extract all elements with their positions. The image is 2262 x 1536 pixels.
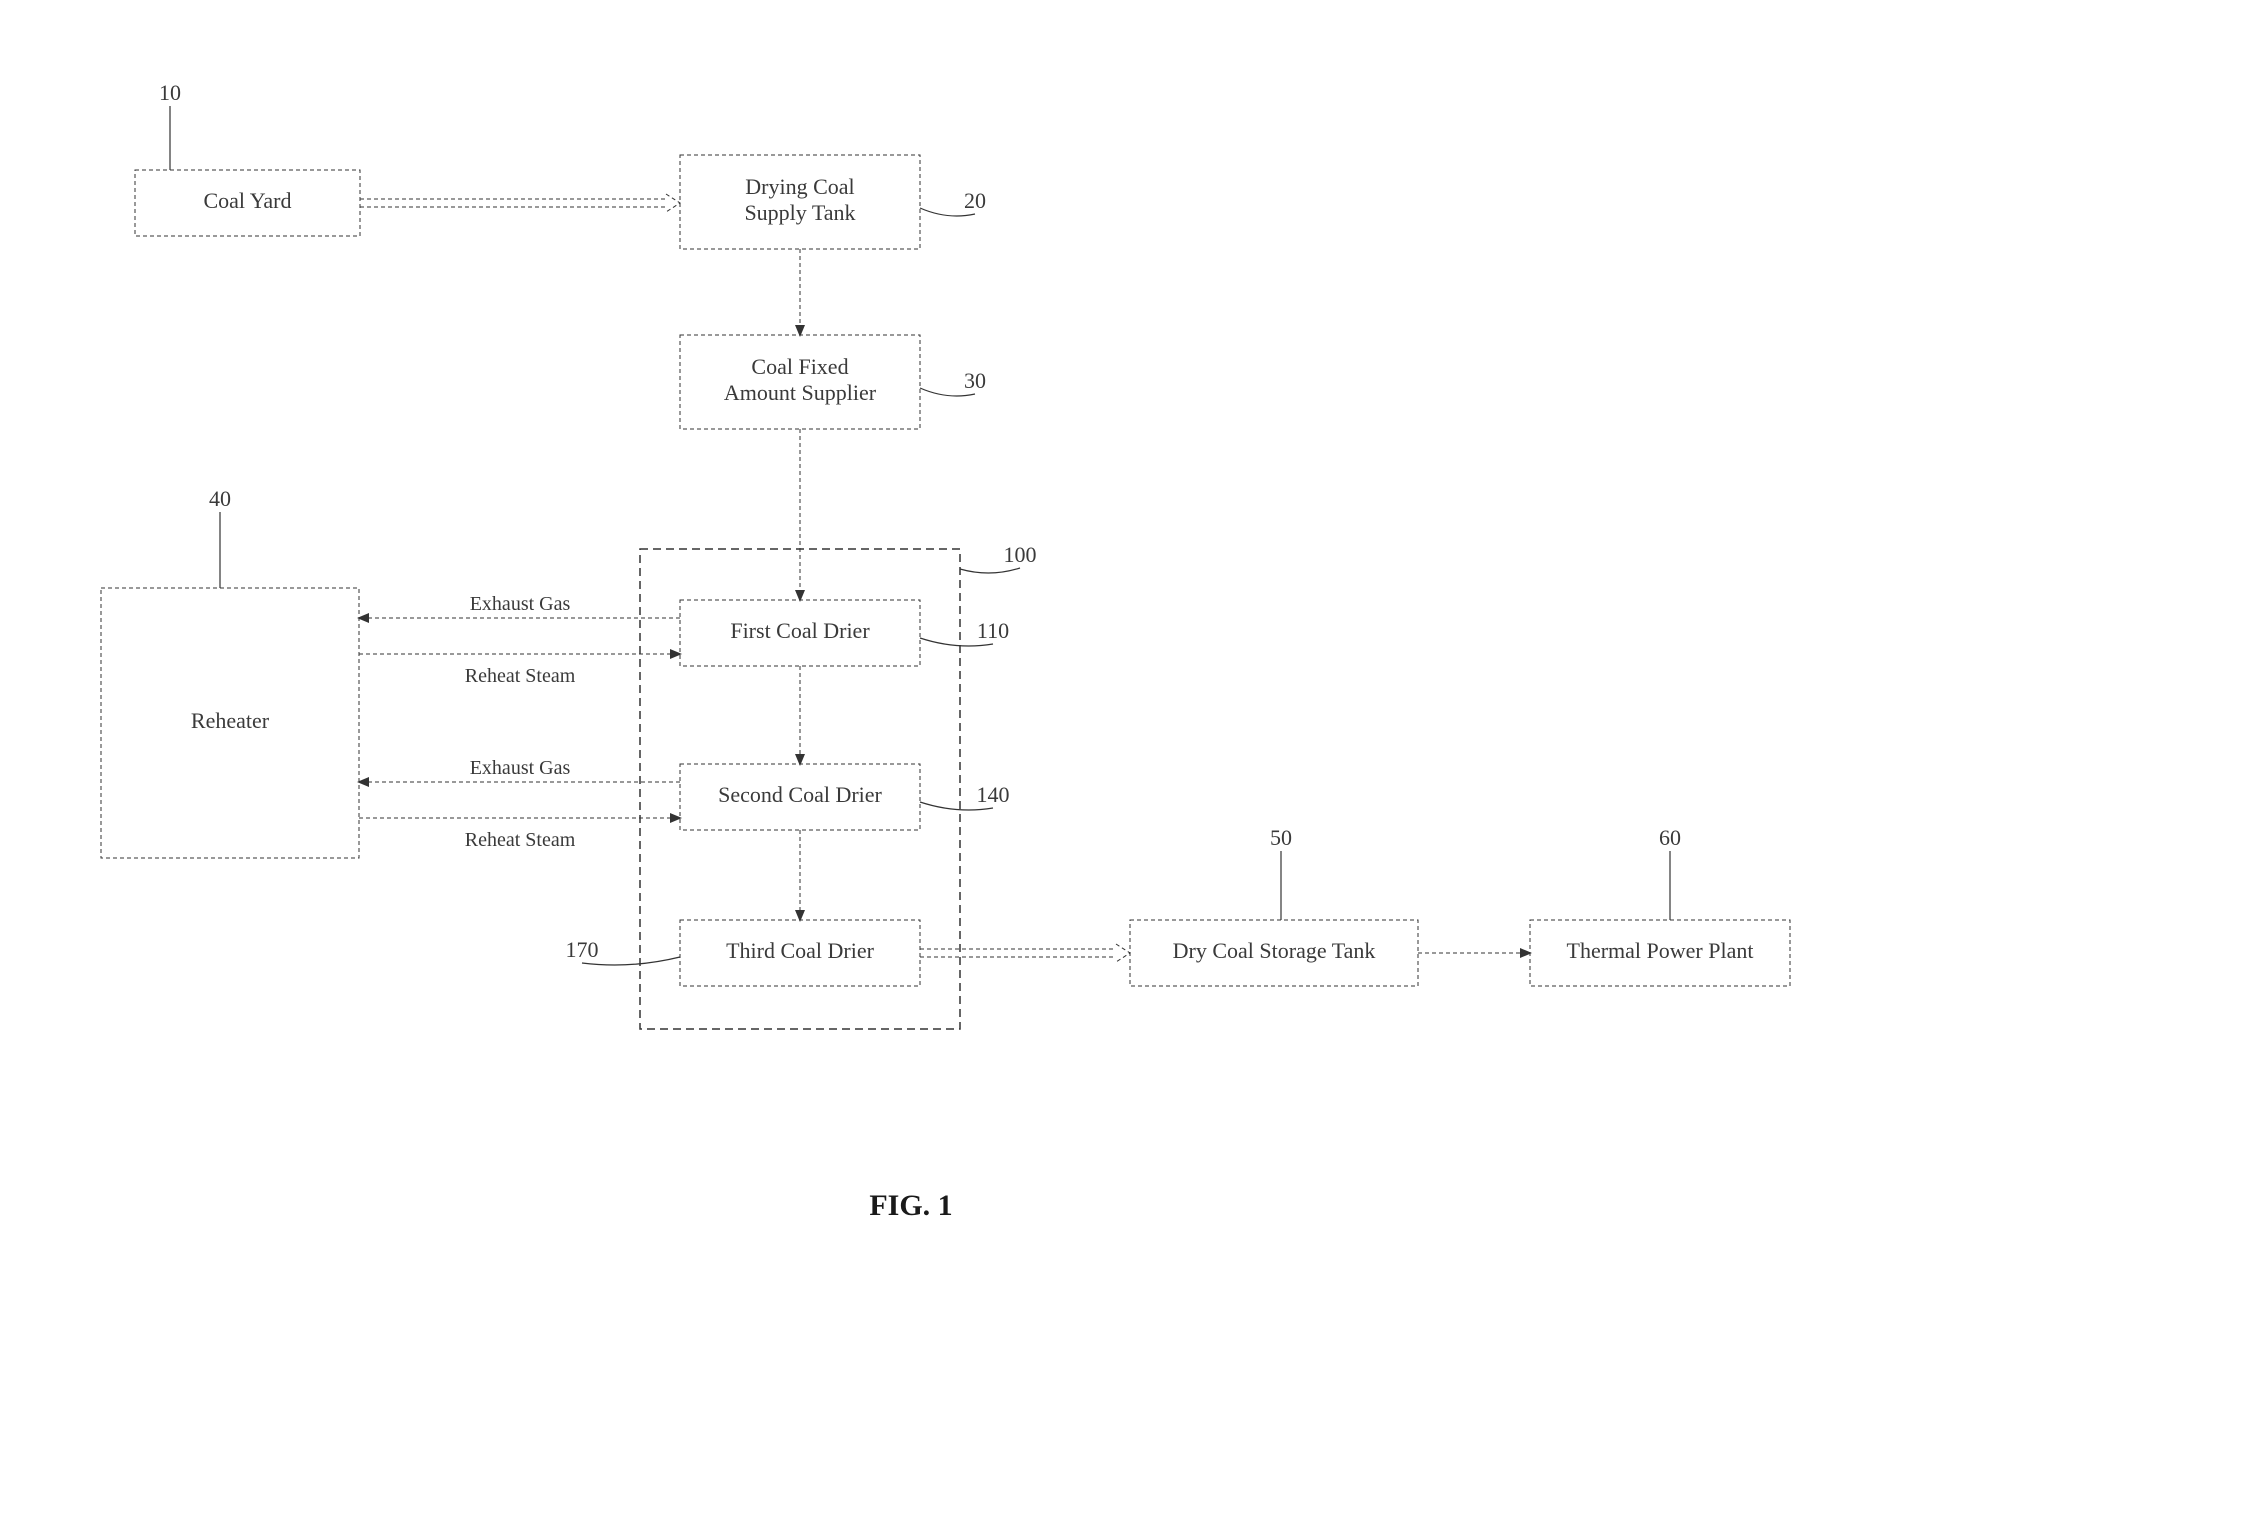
node-label-reheater: Reheater [191,708,270,733]
edge-label-second_exhaust: Exhaust Gas [470,757,571,779]
ref-label: 30 [964,368,986,393]
ref-label: 40 [209,486,231,511]
edge-label-second_reheat: Reheat Steam [465,829,576,851]
ref-label: 10 [159,80,181,105]
node-label-power_plant: Thermal Power Plant [1567,938,1754,963]
node-label-storage_tank: Dry Coal Storage Tank [1173,938,1376,963]
edge-double-head [1116,944,1130,962]
ref-label: 110 [977,618,1009,643]
flowchart-diagram: Coal Yard Drying CoalSupply Tank Coal Fixe… [0,0,2262,1536]
ref-label: 50 [1270,825,1292,850]
node-label-coal_yard: Coal Yard [203,188,291,213]
figure-caption: FIG. 1 [869,1189,952,1222]
ref-label: 100 [1004,542,1037,567]
edge-double-head [666,194,680,212]
edge-label-first_reheat: Reheat Steam [465,665,576,687]
node-label-supply_tank: Supply Tank [744,200,855,225]
node-label-second_drier: Second Coal Drier [718,782,882,807]
ref-label: 60 [1659,825,1681,850]
node-label-third_drier: Third Coal Drier [726,938,875,963]
ref-label: 140 [977,782,1010,807]
ref-label: 170 [566,937,599,962]
node-label-fixed_amount: Coal Fixed [751,354,848,379]
node-label-supply_tank: Drying Coal [745,174,854,199]
edge-label-first_exhaust: Exhaust Gas [470,593,571,615]
ref-leader [960,568,1020,573]
node-label-first_drier: First Coal Drier [730,618,870,643]
node-label-fixed_amount: Amount Supplier [724,380,877,405]
ref-label: 20 [964,188,986,213]
